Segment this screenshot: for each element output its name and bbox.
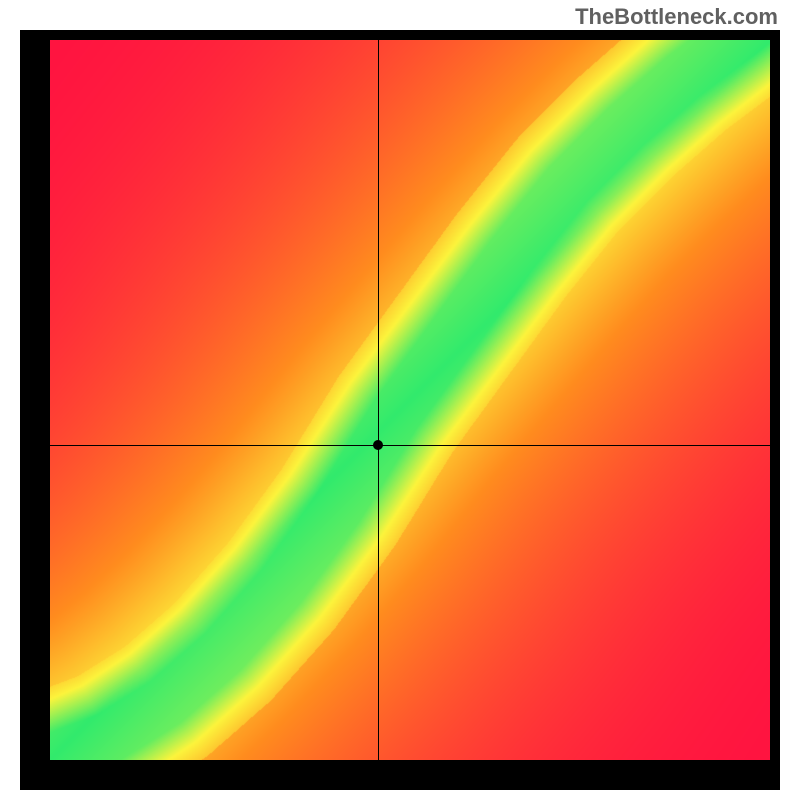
- watermark-label: TheBottleneck.com: [575, 4, 778, 30]
- plot-area: [50, 40, 770, 760]
- crosshair-marker: [373, 440, 383, 450]
- heatmap-canvas: [50, 40, 770, 760]
- crosshair-vertical: [378, 40, 379, 760]
- plot-frame: [20, 30, 780, 790]
- chart-container: TheBottleneck.com: [0, 0, 800, 800]
- crosshair-horizontal: [50, 445, 770, 446]
